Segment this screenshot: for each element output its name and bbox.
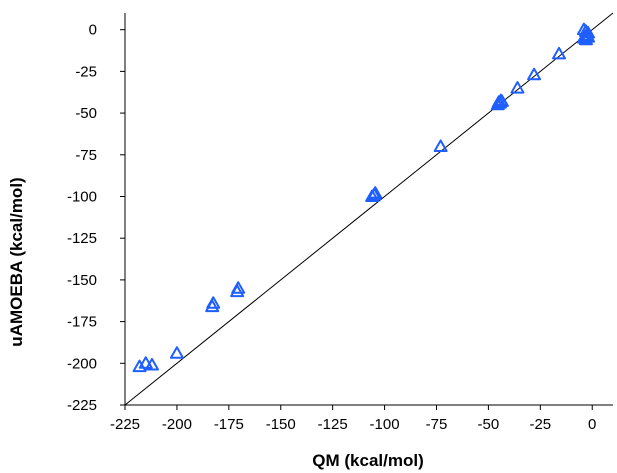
x-axis-label: QM (kcal/mol) <box>312 451 423 470</box>
x-tick-label: -25 <box>529 416 551 433</box>
y-tick-label: -225 <box>67 397 97 414</box>
y-tick-label: -100 <box>67 188 97 205</box>
x-axis-ticks: -225 -200 -175 -150 -125 -100 -75 -50 -25 0 <box>110 405 596 433</box>
data-point <box>144 357 159 371</box>
x-tick-label: -200 <box>162 416 192 433</box>
x-tick-label: -225 <box>110 416 140 433</box>
x-tick-label: -125 <box>318 416 348 433</box>
data-point <box>510 81 525 94</box>
y-tick-label: -200 <box>67 355 97 372</box>
data-point <box>527 67 542 81</box>
y-tick-label: -150 <box>67 272 97 289</box>
y-tick-label: -25 <box>75 63 97 80</box>
x-tick-label: -75 <box>426 416 448 433</box>
data-points <box>132 22 596 373</box>
data-point <box>206 296 221 309</box>
x-tick-label: -50 <box>478 416 500 433</box>
y-tick-label: -50 <box>75 105 97 122</box>
data-point <box>552 46 567 60</box>
y-tick-label: -75 <box>75 147 97 164</box>
data-point <box>132 359 147 373</box>
y-tick-label: -175 <box>67 314 97 331</box>
data-point <box>169 346 184 359</box>
x-tick-label: -150 <box>266 416 296 433</box>
data-point <box>368 186 383 199</box>
y-tick-label: 0 <box>89 22 97 39</box>
plot-frame <box>124 13 613 406</box>
identity-line <box>124 12 614 406</box>
data-point <box>231 281 246 294</box>
y-tick-label: -125 <box>67 230 97 247</box>
data-point <box>494 94 509 107</box>
data-point <box>138 356 153 369</box>
y-axis-ticks: 0 -25 -50 -75 -100 -125 -150 -175 -200 -225 <box>67 22 125 414</box>
y-axis-label: uAMOEBA (kcal/mol) <box>7 177 26 346</box>
x-tick-label: -175 <box>214 416 244 433</box>
data-point <box>433 139 448 152</box>
reference-line <box>124 12 614 406</box>
x-tick-label: 0 <box>588 416 596 433</box>
data-point <box>581 26 596 39</box>
x-tick-label: -100 <box>370 416 400 433</box>
